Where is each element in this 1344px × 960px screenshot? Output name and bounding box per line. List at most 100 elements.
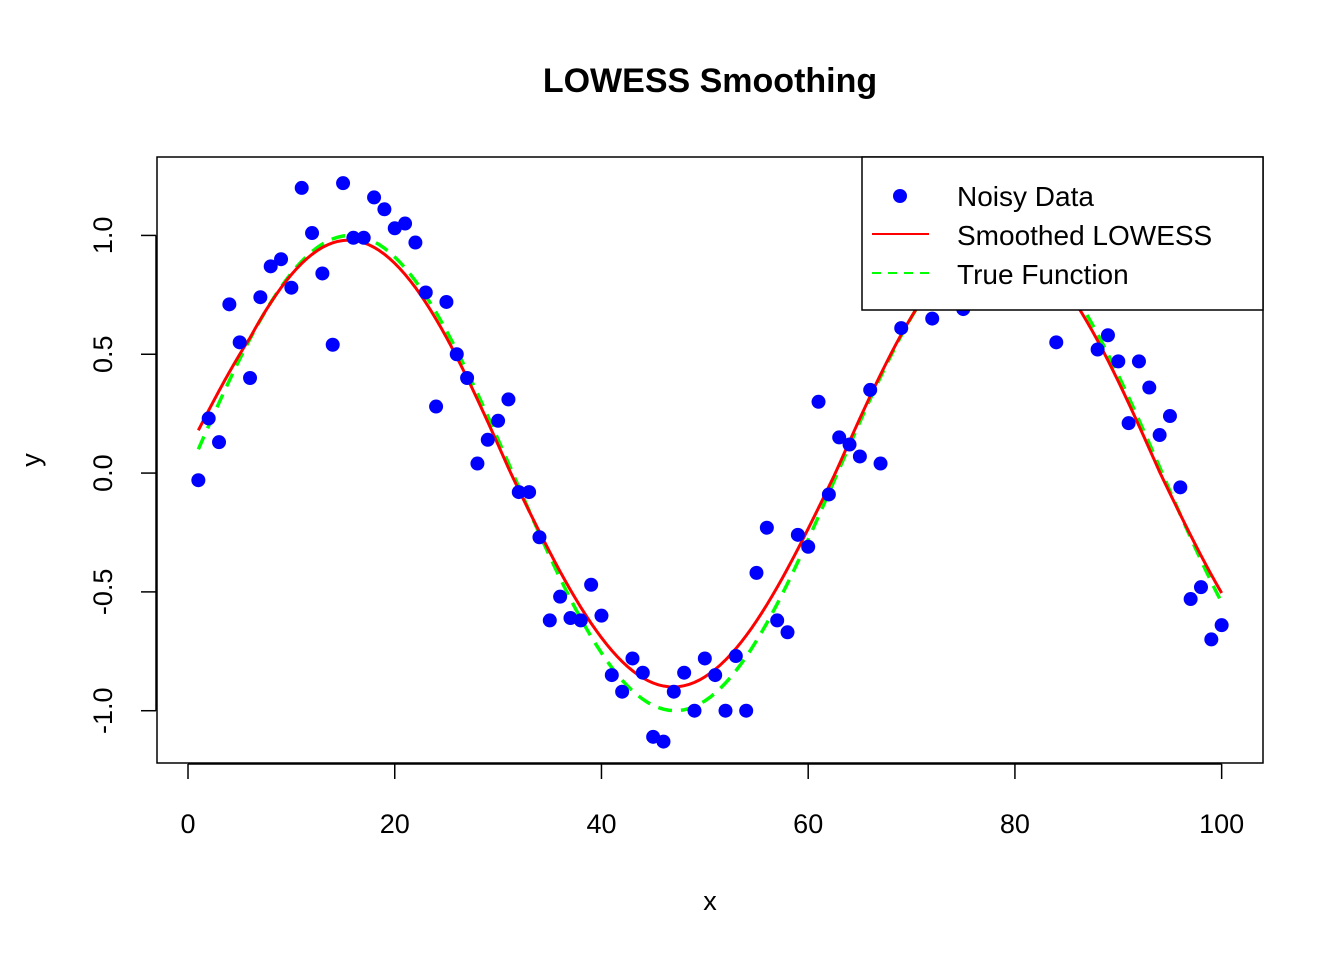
data-point xyxy=(222,297,237,312)
data-point xyxy=(408,235,423,250)
data-point xyxy=(542,613,557,628)
data-point xyxy=(656,734,671,749)
legend-label-noisy-data: Noisy Data xyxy=(957,181,1094,212)
data-point xyxy=(925,311,940,326)
data-point xyxy=(1193,580,1208,595)
data-point xyxy=(759,520,774,535)
data-point xyxy=(1173,480,1188,495)
x-axis-label: x xyxy=(703,886,717,916)
x-tick-label: 100 xyxy=(1199,809,1244,839)
data-point xyxy=(418,285,433,300)
plot-marks xyxy=(191,176,1229,749)
data-point xyxy=(811,394,826,409)
data-point xyxy=(1162,409,1177,424)
y-tick-label: 0.0 xyxy=(88,454,118,492)
data-point xyxy=(1100,328,1115,343)
data-point xyxy=(191,473,206,488)
plot-frame xyxy=(156,156,1264,764)
data-point xyxy=(470,456,485,471)
data-point xyxy=(873,456,888,471)
x-tick-label: 40 xyxy=(586,809,616,839)
chart-title: LOWESS Smoothing xyxy=(543,62,877,100)
data-point xyxy=(718,703,733,718)
x-tick-label: 80 xyxy=(1000,809,1030,839)
data-point xyxy=(232,335,247,350)
data-point xyxy=(253,290,268,305)
data-point xyxy=(398,216,413,231)
y-tick-label: -0.5 xyxy=(88,569,118,616)
data-point xyxy=(1121,416,1136,431)
data-point xyxy=(243,371,258,386)
data-point xyxy=(511,485,526,500)
data-point xyxy=(325,337,340,352)
data-point xyxy=(346,230,361,245)
data-point xyxy=(212,435,227,450)
data-point xyxy=(522,485,537,500)
data-point xyxy=(1090,342,1105,357)
data-point xyxy=(460,371,475,386)
data-point xyxy=(666,684,681,699)
y-axis: -1.0 -0.5 0.0 0.5 1.0 xyxy=(88,217,157,734)
data-point xyxy=(439,294,454,309)
data-point xyxy=(553,589,568,604)
data-point xyxy=(708,668,723,683)
data-point xyxy=(584,577,599,592)
data-point xyxy=(449,347,464,362)
data-point xyxy=(336,176,351,191)
data-point xyxy=(842,437,857,452)
data-point xyxy=(429,399,444,414)
data-point xyxy=(1049,335,1064,350)
y-tick-label: 0.5 xyxy=(88,335,118,373)
data-point xyxy=(491,413,506,428)
data-point xyxy=(263,259,278,274)
y-tick-label: 1.0 xyxy=(88,217,118,255)
data-point xyxy=(356,230,371,245)
data-point xyxy=(604,668,619,683)
data-point xyxy=(305,226,320,241)
data-point xyxy=(1204,632,1219,647)
data-point xyxy=(315,266,330,281)
data-point xyxy=(274,252,289,267)
data-point xyxy=(377,202,392,217)
y-axis-label: y xyxy=(16,453,46,467)
data-point xyxy=(790,527,805,542)
data-point xyxy=(832,430,847,445)
data-point xyxy=(770,613,785,628)
data-point xyxy=(780,625,795,640)
x-axis: 0 20 40 60 80 100 xyxy=(180,763,1244,839)
data-point xyxy=(677,665,692,680)
data-point xyxy=(1131,354,1146,369)
legend-label-smoothed: Smoothed LOWESS xyxy=(957,220,1212,251)
data-point xyxy=(480,432,495,447)
legend: Noisy Data Smoothed LOWESS True Function xyxy=(861,156,1264,311)
data-point xyxy=(625,651,640,666)
y-tick-label: -1.0 xyxy=(88,687,118,734)
data-point xyxy=(1111,354,1126,369)
data-point xyxy=(852,449,867,464)
data-point xyxy=(728,649,743,664)
data-point xyxy=(532,530,547,545)
data-point xyxy=(687,703,702,718)
data-point xyxy=(1183,592,1198,607)
x-tick-label: 60 xyxy=(793,809,823,839)
data-point xyxy=(201,411,216,426)
x-tick-label: 0 xyxy=(180,809,195,839)
data-point xyxy=(894,321,909,336)
data-point xyxy=(1152,428,1167,443)
data-point xyxy=(594,608,609,623)
data-point xyxy=(615,684,630,699)
data-point xyxy=(284,280,299,295)
data-point xyxy=(1142,380,1157,395)
data-point xyxy=(821,487,836,502)
legend-label-true: True Function xyxy=(957,259,1129,290)
data-point xyxy=(501,392,516,407)
data-point xyxy=(697,651,712,666)
data-point xyxy=(573,613,588,628)
x-tick-label: 20 xyxy=(380,809,410,839)
data-point xyxy=(801,539,816,554)
data-point xyxy=(863,382,878,397)
legend-point-marker xyxy=(893,189,907,203)
data-point xyxy=(635,665,650,680)
data-point xyxy=(294,180,309,195)
